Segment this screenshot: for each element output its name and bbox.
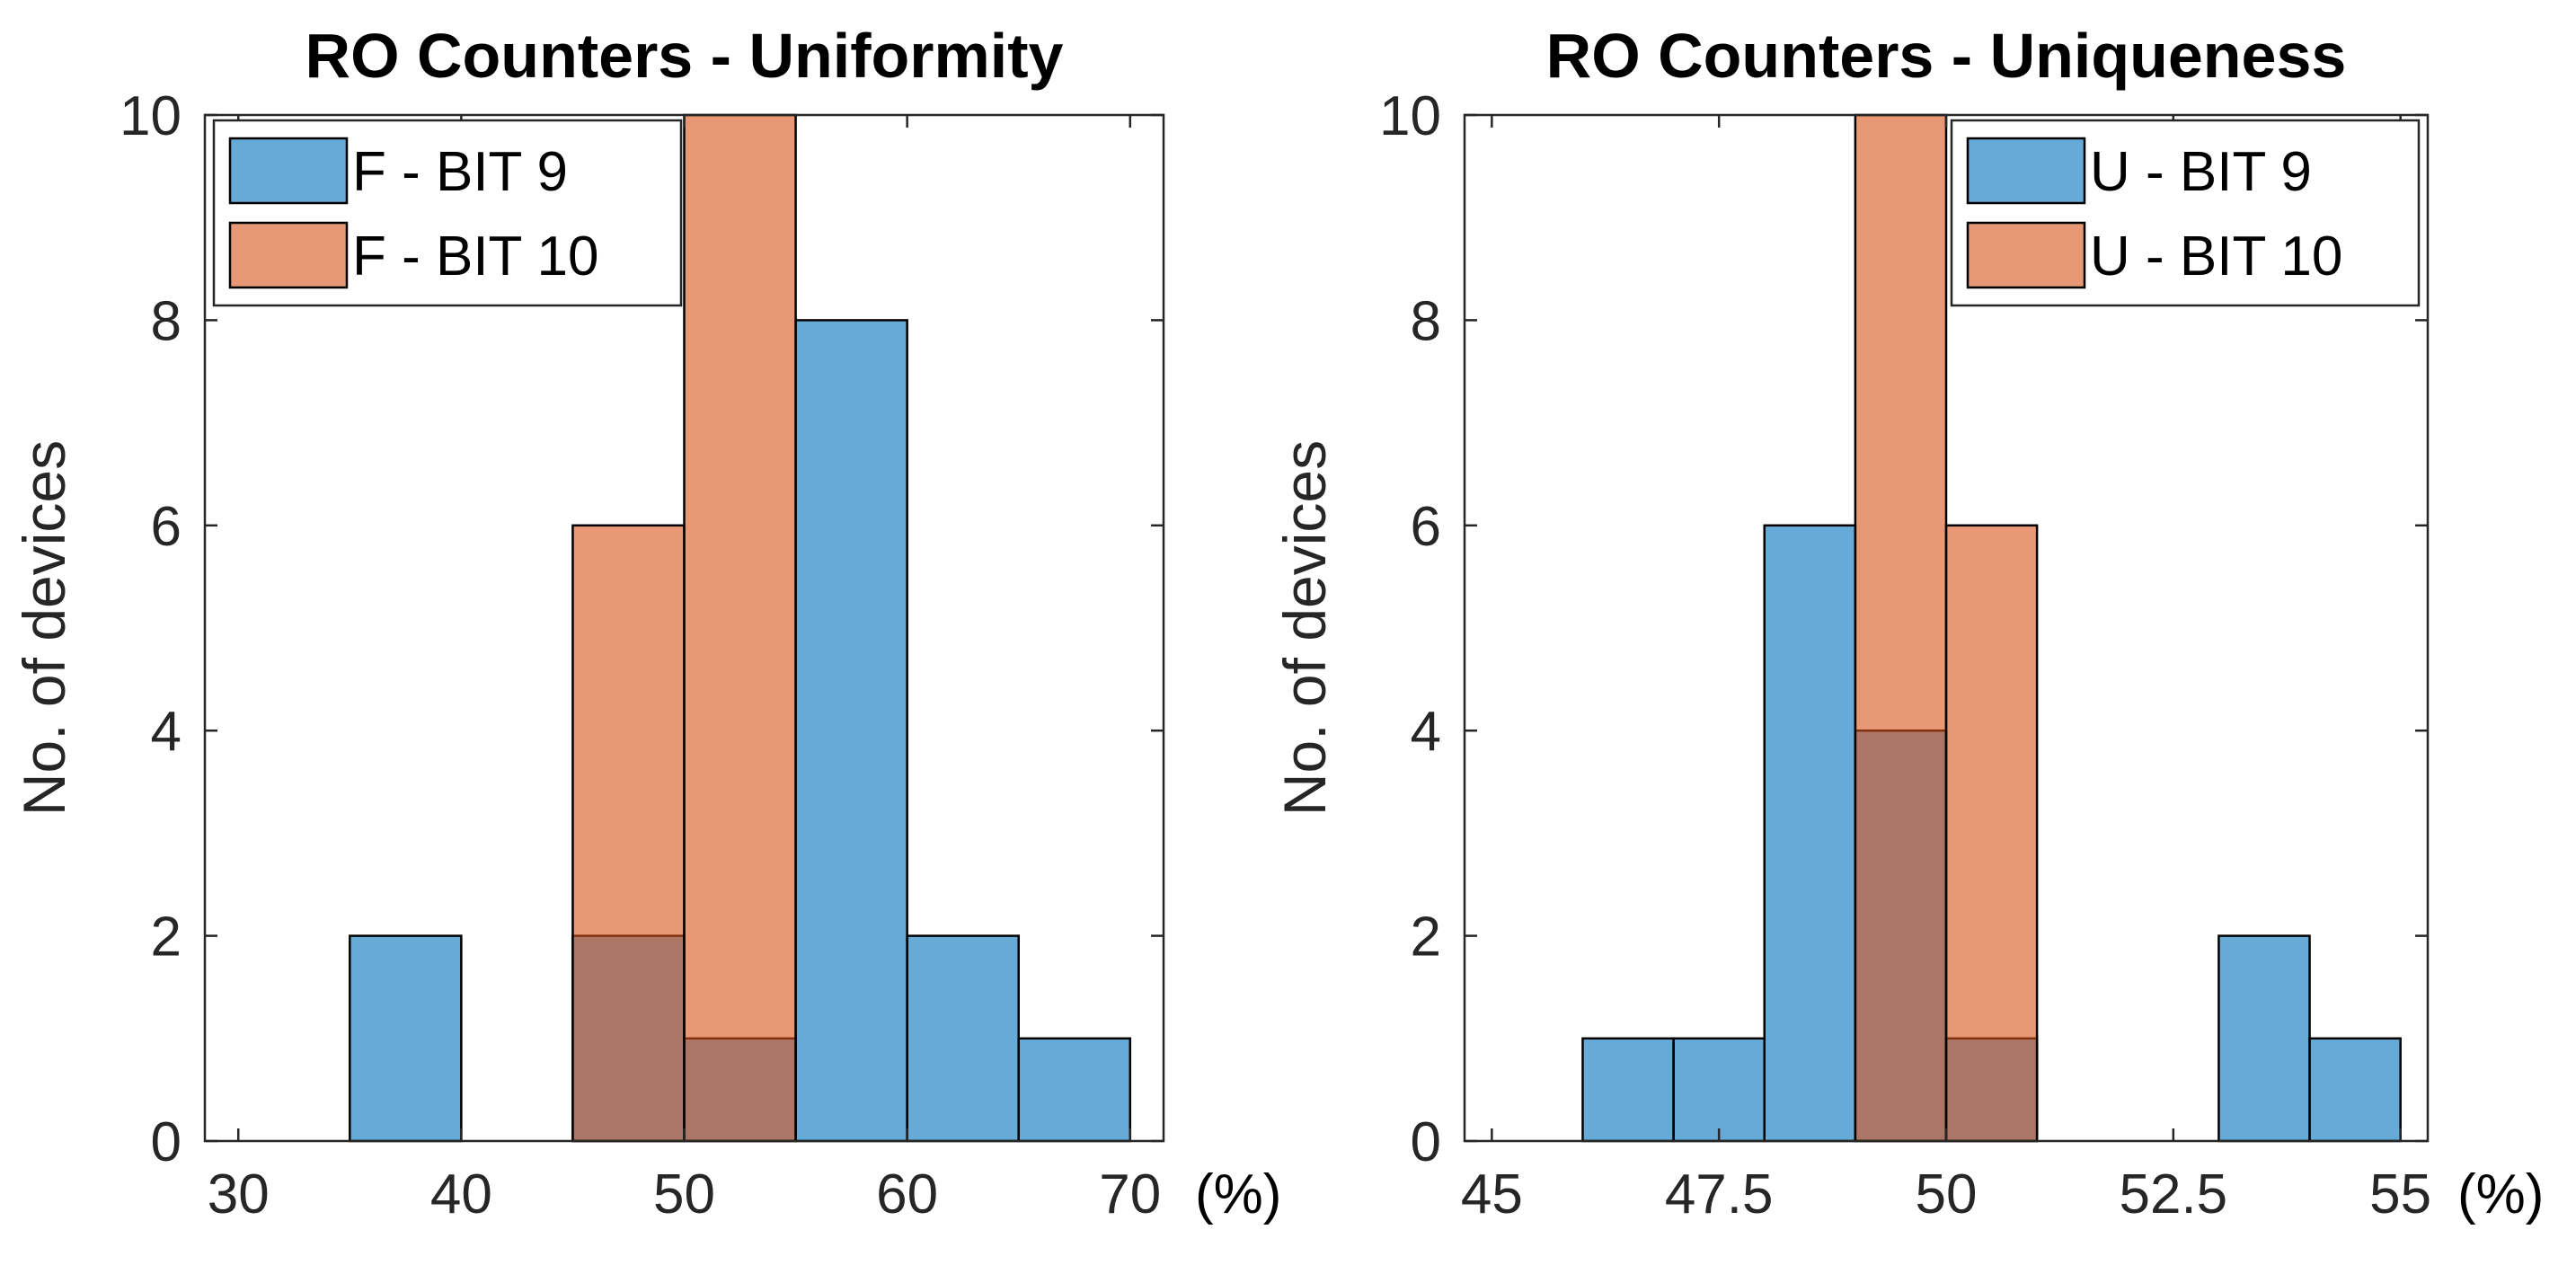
uniformity-legend-swatch-f-bit-10 <box>228 221 349 289</box>
uniqueness-u-bit-9-bar-0 <box>1581 1037 1675 1143</box>
uniformity-legend-swatch-f-bit-9 <box>228 137 349 205</box>
uniformity-ytick-label-2: 4 <box>151 701 181 763</box>
uniqueness-ytick-label-5: 10 <box>1379 85 1441 147</box>
uniformity-unit-label: (%) <box>1195 1163 1281 1225</box>
uniqueness-u-bit-9-bar-5 <box>2217 934 2311 1143</box>
uniqueness-ytick-label-3: 6 <box>1411 496 1441 558</box>
uniqueness-legend-label-u-bit-10: U - BIT 10 <box>2090 226 2342 288</box>
uniqueness-u-bit-10-bar-0 <box>1854 113 1948 1143</box>
uniqueness-ytick-label-0: 0 <box>1411 1111 1441 1173</box>
uniformity-ytick-label-0: 0 <box>151 1111 181 1173</box>
uniformity-f-bit-10-bar-0 <box>571 524 686 1143</box>
uniqueness-legend-label-u-bit-9: U - BIT 9 <box>2090 141 2312 203</box>
uniformity-panel: 30 40 50 60 70 0 2 4 6 8 10 RO Counters - Uniformit… <box>11 21 1281 1225</box>
uniformity-legend-label-f-bit-9: F - BIT 9 <box>352 141 568 203</box>
uniqueness-xtick-label-4: 55 <box>2369 1163 2431 1225</box>
uniqueness-xtick-label-2: 50 <box>1916 1163 1978 1225</box>
uniqueness-legend-swatch-u-bit-9 <box>1966 137 2086 205</box>
uniqueness-legend: U - BIT 9 U - BIT 10 <box>1950 119 2421 307</box>
uniformity-chart-title: RO Counters - Uniformity <box>305 21 1064 91</box>
uniformity-xtick-label-4: 70 <box>1099 1163 1161 1225</box>
uniqueness-unit-label: (%) <box>2457 1163 2544 1225</box>
uniformity-xtick-label-1: 40 <box>430 1163 492 1225</box>
uniformity-f-bit-9-bar-5 <box>1017 1037 1132 1143</box>
uniformity-f-bit-9-bar-0 <box>349 934 463 1143</box>
uniformity-xtick-label-3: 60 <box>876 1163 938 1225</box>
uniformity-f-bit-9-bar-4 <box>906 934 1020 1143</box>
uniqueness-ytick-label-2: 4 <box>1411 701 1441 763</box>
uniqueness-ytick-label-1: 2 <box>1411 907 1441 969</box>
uniformity-f-bit-10-bar-1 <box>683 113 797 1143</box>
uniqueness-ylabel: No. of devices <box>1271 440 1338 816</box>
uniqueness-u-bit-9-bar-2 <box>1763 524 1857 1143</box>
uniformity-legend: F - BIT 9 F - BIT 10 <box>212 119 683 307</box>
uniformity-ytick-label-4: 8 <box>151 290 181 352</box>
uniqueness-xtick-label-1: 47.5 <box>1665 1163 1774 1225</box>
uniqueness-u-bit-9-bar-6 <box>2308 1037 2402 1143</box>
uniformity-xtick-label-0: 30 <box>208 1163 270 1225</box>
uniqueness-panel: 45 47.5 50 52.5 55 0 2 4 6 8 10 RO Counters - Uniqu… <box>1271 21 2544 1225</box>
uniqueness-xtick-label-0: 45 <box>1461 1163 1523 1225</box>
uniqueness-xtick-label-3: 52.5 <box>2119 1163 2227 1225</box>
uniformity-ylabel: No. of devices <box>11 440 77 816</box>
uniformity-ytick-label-3: 6 <box>151 496 181 558</box>
uniformity-ytick-label-1: 2 <box>151 907 181 969</box>
uniqueness-chart-title: RO Counters - Uniqueness <box>1546 21 2347 91</box>
uniformity-legend-label-f-bit-10: F - BIT 10 <box>352 226 599 288</box>
uniqueness-u-bit-10-bar-1 <box>1944 524 2039 1143</box>
uniformity-ytick-label-5: 10 <box>120 85 181 147</box>
uniformity-f-bit-9-bar-3 <box>794 319 908 1143</box>
uniqueness-u-bit-9-bar-1 <box>1672 1037 1766 1143</box>
uniqueness-legend-swatch-u-bit-10 <box>1966 221 2086 289</box>
uniformity-xtick-label-2: 50 <box>653 1163 715 1225</box>
uniqueness-ytick-label-4: 8 <box>1411 290 1441 352</box>
